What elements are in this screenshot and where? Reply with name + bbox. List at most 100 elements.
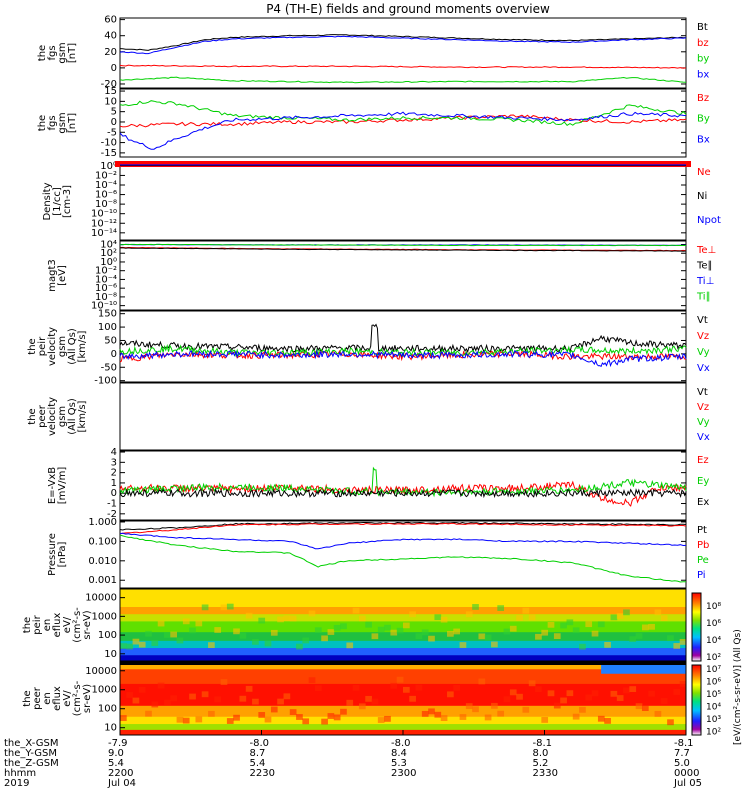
y-tick-label: 2 <box>111 468 117 479</box>
y-tick-label: 50 <box>104 335 117 346</box>
heatmap-cell <box>491 641 498 648</box>
heatmap-band <box>120 705 686 718</box>
heatmap-cell <box>597 621 605 628</box>
heatmap-cell <box>208 710 215 717</box>
heatmap-cell <box>170 695 177 702</box>
heatmap-cell <box>428 708 435 715</box>
heatmap-cell <box>296 714 303 720</box>
panels: thefgsgsm[nT]6040200-20Btbzbybxthefgsgsm… <box>22 15 721 736</box>
x-axis-value: 7.7 <box>674 748 690 759</box>
y-tick-label: 15 <box>104 86 117 97</box>
heatmap-cell <box>635 633 643 639</box>
y-tick-label: 10⁰ <box>100 257 117 268</box>
colorbar-bottom <box>691 664 702 736</box>
y-tick-label: 10⁰ <box>100 161 117 172</box>
heatmap-band <box>120 655 686 662</box>
y-tick-label: 1.000 <box>88 517 117 528</box>
panel-frame <box>119 17 687 89</box>
heatmap-cell <box>447 630 454 637</box>
heatmap-cell <box>566 619 574 626</box>
series-line-bx <box>119 35 687 55</box>
y-tick-label: 60 <box>104 15 117 26</box>
heatmap-cell <box>346 642 354 649</box>
y-tick-label: 150 <box>98 309 117 320</box>
series-line-Ez <box>119 480 687 507</box>
y-axis-label-line: gsm <box>57 406 68 427</box>
heatmap-cell <box>648 690 655 697</box>
series-line-Pe <box>119 534 686 583</box>
heatmap-cell <box>164 632 171 638</box>
panel-fgs_gsm: thefgsgsm[nT] 60 40 20 0 -20 Bt bz by bx <box>37 15 709 90</box>
heatmap-cell <box>503 696 511 703</box>
legend-item-Pe: Pe <box>697 555 709 566</box>
x-axis-value: 5.2 <box>533 758 549 769</box>
heatmap-cell <box>384 715 391 722</box>
y-tick-label: -10 <box>101 138 117 149</box>
y-axis-label-line: eV/ <box>62 616 73 633</box>
heatmap-cell <box>214 696 222 703</box>
heatmap-cell <box>491 702 498 709</box>
heatmap-cell <box>208 642 215 648</box>
colorbar-tick-label: 10² <box>706 653 721 663</box>
heatmap-cell <box>654 710 662 717</box>
y-tick-label: 10⁻¹⁰ <box>91 209 117 220</box>
heatmap-cell <box>327 629 335 635</box>
heatmap-cell <box>340 708 347 715</box>
y-tick-label: 10⁻¹⁰ <box>91 301 117 312</box>
heatmap-cell <box>151 701 159 708</box>
heatmap-cell <box>421 710 429 717</box>
heatmap-cell <box>201 604 209 611</box>
legend-item-by: by <box>697 54 709 65</box>
heatmap-cell <box>252 698 259 705</box>
heatmap-cell <box>145 630 152 637</box>
colorbar-tick-label: 10⁷ <box>706 665 721 675</box>
heatmap-cell <box>289 709 297 715</box>
colorbar-tick-label: 10³ <box>706 715 721 725</box>
y-tick-label: 10² <box>100 248 117 259</box>
x-axis-value: -7.9 <box>108 738 128 749</box>
y-tick-label: 100 <box>98 630 117 641</box>
heatmap-cell <box>509 625 517 632</box>
legend-item-Ti∥: Ti∥ <box>696 292 711 303</box>
heatmap-cell <box>673 643 681 649</box>
heatmap-cell <box>214 627 222 633</box>
legend-item-Vz: Vz <box>697 331 709 342</box>
legend-item-bx: bx <box>697 69 709 80</box>
heatmap-cell <box>132 697 140 704</box>
y-axis-label-line: gsm <box>57 112 68 133</box>
heatmap-cell <box>258 712 266 718</box>
heatmap-cell <box>371 698 379 705</box>
heatmap-cell <box>264 716 272 723</box>
heatmap-cell <box>579 643 586 650</box>
y-axis-label-line: eflux <box>52 686 63 711</box>
heatmap-cell <box>440 616 448 623</box>
legend-item-Bt: Bt <box>697 22 708 33</box>
x-axis-value: Jul 05 <box>673 778 702 789</box>
heatmap-band <box>120 614 686 622</box>
heatmap-cell <box>560 697 567 704</box>
series-line-Ey <box>119 466 687 498</box>
heatmap-cell <box>516 693 523 700</box>
x-axis-value: 0000 <box>674 768 699 779</box>
heatmap-cell <box>579 706 586 713</box>
heatmap-cell <box>528 614 536 621</box>
x-axis-value: 5.4 <box>250 758 266 769</box>
y-axis-label-line: sr-eV) <box>82 684 93 713</box>
heatmap-band <box>120 683 686 707</box>
y-axis-label-line: peer <box>37 404 48 428</box>
series-line-By <box>119 100 687 126</box>
heatmap-band <box>120 640 686 649</box>
heatmap-cell <box>560 622 567 629</box>
y-axis-label-line: velocity <box>47 327 58 366</box>
heatmap-cell <box>384 624 391 631</box>
heatmap-cell <box>409 695 416 702</box>
y-axis-label-line: peir <box>32 614 43 634</box>
y-axis-label-line: the <box>27 338 38 354</box>
heatmap-cell <box>233 714 240 721</box>
y-axis-label-line: eV/ <box>62 690 73 707</box>
heatmap-cell <box>610 614 618 621</box>
heatmap-cell <box>616 695 624 701</box>
heatmap-band <box>120 607 686 615</box>
y-axis-label-line: (All Qs) <box>67 398 78 435</box>
